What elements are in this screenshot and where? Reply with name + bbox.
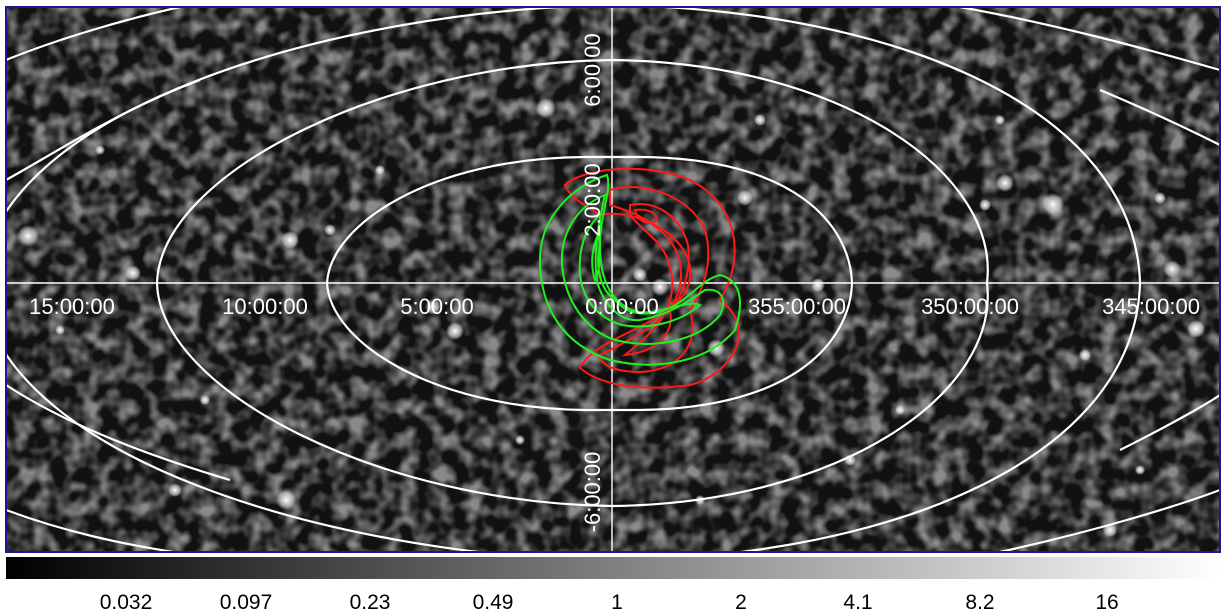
green-contour-middle	[560, 193, 725, 345]
cbar-tick-8: 16	[1095, 591, 1118, 614]
lon-label-350: 350:00:00	[921, 294, 1019, 319]
point-source	[324, 224, 336, 236]
point-source	[995, 115, 1005, 125]
lat-label-neg6: -6:00:00	[580, 452, 605, 533]
noise-texture	[6, 7, 1220, 552]
red-contour-core	[633, 208, 658, 224]
grid-curve-top-right-2	[1099, 88, 1220, 146]
cbar-tick-1: 0.097	[220, 591, 273, 614]
grid-curve-bottom-left-2	[6, 384, 231, 482]
point-source	[95, 145, 105, 155]
red-contour-middle	[598, 186, 710, 374]
image-frame	[5, 6, 1221, 553]
lat-label-2: 2:00:00	[580, 163, 605, 236]
point-source	[1135, 465, 1145, 475]
grid-curve-bottom-right	[999, 488, 1220, 552]
lon-label-0: 0:00:00	[585, 294, 658, 319]
point-source	[168, 483, 182, 497]
green-contour-inner	[578, 212, 702, 328]
point-source	[200, 395, 210, 405]
red-contours	[563, 167, 740, 389]
cbar-tick-0: 0.032	[100, 591, 153, 614]
point-source	[1187, 320, 1205, 338]
green-contours	[538, 173, 741, 366]
point-source	[425, 299, 441, 315]
latitude-labels: 6:00:00 2:00:00 -6:00:00	[580, 33, 605, 532]
point-source	[1042, 193, 1064, 215]
longitude-labels: 15:00:00 10:00:00 5:00:00 0:00:00 355:00…	[29, 294, 1200, 319]
grid-curve-bottom-right-2	[1119, 394, 1220, 451]
point-sources	[17, 98, 1205, 537]
lon-label-15: 15:00:00	[29, 294, 115, 319]
coordinate-grid	[6, 7, 1220, 552]
grid-curve-top-left-2	[6, 78, 201, 181]
point-source	[1154, 192, 1166, 204]
green-contour-core	[591, 232, 602, 283]
point-source	[979, 199, 991, 211]
colorbar-tick-labels: 0.032 0.097 0.23 0.49 1 2 4.1 8.2 16	[100, 591, 1119, 614]
point-source	[55, 325, 65, 335]
point-source	[125, 265, 141, 281]
cbar-tick-2: 0.23	[350, 591, 391, 614]
point-source	[375, 165, 385, 175]
cbar-tick-6: 4.1	[843, 591, 872, 614]
point-source	[446, 322, 464, 340]
point-source	[515, 435, 525, 445]
point-source	[811, 278, 825, 292]
point-source	[895, 405, 905, 415]
point-source	[1079, 349, 1091, 361]
lon-label-345: 345:00:00	[1102, 294, 1200, 319]
point-source	[281, 231, 299, 249]
point-source	[754, 114, 766, 126]
red-contour-inner	[621, 203, 690, 357]
lat-label-6: 6:00:00	[580, 33, 605, 106]
grid-curve-top-left	[6, 7, 181, 62]
point-source	[17, 225, 39, 247]
point-source	[536, 98, 556, 118]
colorbar	[6, 557, 1220, 579]
point-source	[276, 490, 296, 510]
cbar-tick-7: 8.2	[965, 591, 994, 614]
point-source	[1163, 260, 1181, 278]
cbar-tick-4: 1	[611, 591, 623, 614]
point-source	[996, 174, 1014, 192]
lon-label-355: 355:00:00	[748, 294, 846, 319]
cbar-tick-3: 0.49	[473, 591, 514, 614]
cbar-tick-5: 2	[735, 591, 747, 614]
lon-label-10: 10:00:00	[222, 294, 308, 319]
point-source	[633, 268, 647, 282]
green-contour-outer	[538, 173, 741, 366]
point-source	[737, 190, 753, 206]
grid-curve-top-right	[959, 7, 1220, 72]
lon-label-5: 5:00:00	[400, 294, 473, 319]
